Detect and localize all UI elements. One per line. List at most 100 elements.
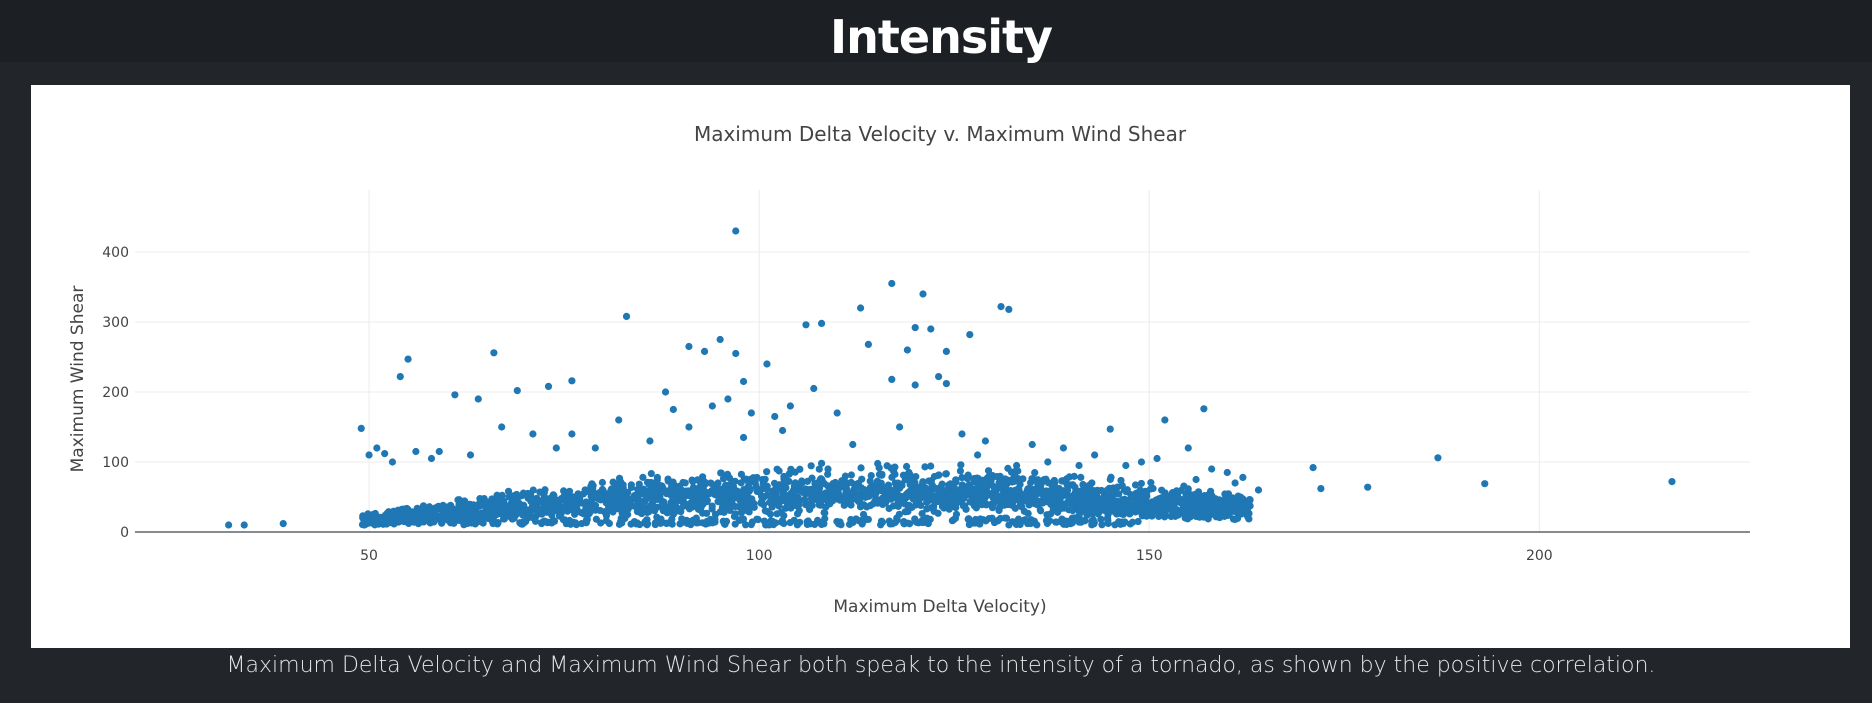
data-point bbox=[544, 382, 553, 390]
data-point bbox=[763, 360, 771, 368]
data-point bbox=[686, 499, 694, 508]
data-point bbox=[1005, 521, 1013, 529]
data-point bbox=[1160, 498, 1168, 507]
data-point bbox=[663, 519, 671, 528]
data-point bbox=[685, 423, 693, 431]
data-point bbox=[824, 465, 832, 473]
data-point bbox=[1191, 490, 1199, 499]
data-point bbox=[1153, 454, 1161, 463]
data-point bbox=[721, 481, 730, 489]
data-point bbox=[643, 487, 651, 496]
data-point bbox=[729, 483, 738, 491]
data-point bbox=[726, 491, 734, 499]
x-axis-label: Maximum Delta Velocity) bbox=[833, 597, 1046, 617]
data-point bbox=[430, 518, 438, 526]
data-point bbox=[858, 520, 866, 528]
data-point bbox=[741, 521, 750, 529]
data-point bbox=[970, 477, 978, 486]
y-tick-label: 300 bbox=[102, 315, 129, 331]
data-point bbox=[888, 520, 896, 528]
data-point bbox=[515, 492, 523, 501]
data-point bbox=[419, 502, 428, 510]
data-point bbox=[1063, 486, 1072, 494]
data-point bbox=[1115, 490, 1123, 498]
data-point bbox=[529, 430, 537, 438]
data-point bbox=[1013, 487, 1021, 495]
data-point bbox=[870, 486, 878, 494]
data-point bbox=[787, 465, 795, 473]
data-point bbox=[786, 402, 794, 410]
data-point bbox=[907, 480, 916, 489]
data-point bbox=[498, 423, 506, 431]
data-point bbox=[627, 481, 635, 489]
data-point bbox=[404, 506, 412, 514]
data-point bbox=[404, 516, 412, 525]
data-point bbox=[957, 461, 965, 469]
data-point bbox=[1003, 493, 1011, 501]
data-point bbox=[490, 349, 498, 357]
data-point bbox=[1182, 493, 1190, 501]
data-point bbox=[714, 479, 722, 487]
data-point bbox=[636, 520, 644, 529]
data-point bbox=[802, 321, 810, 329]
data-point bbox=[731, 520, 739, 528]
data-point bbox=[822, 503, 830, 511]
data-point bbox=[410, 518, 418, 526]
data-point bbox=[895, 423, 904, 431]
data-point bbox=[1233, 514, 1242, 523]
data-point bbox=[688, 476, 696, 484]
data-point bbox=[849, 440, 857, 449]
data-point bbox=[1001, 514, 1009, 522]
data-point bbox=[639, 503, 647, 511]
data-point bbox=[795, 501, 803, 509]
data-point bbox=[496, 502, 504, 511]
data-point bbox=[700, 347, 709, 355]
data-point bbox=[1128, 492, 1137, 500]
data-point bbox=[837, 496, 846, 504]
data-point bbox=[821, 515, 829, 523]
data-point bbox=[693, 487, 701, 495]
data-point bbox=[395, 516, 403, 524]
data-point bbox=[528, 494, 536, 502]
data-point bbox=[952, 504, 960, 512]
data-point bbox=[910, 495, 919, 503]
data-point bbox=[510, 514, 518, 522]
data-point bbox=[1198, 507, 1206, 515]
data-point bbox=[793, 510, 802, 518]
data-point bbox=[1254, 486, 1263, 494]
data-point bbox=[943, 499, 951, 507]
data-point bbox=[1105, 500, 1113, 508]
data-point bbox=[1020, 507, 1029, 515]
data-point bbox=[582, 516, 591, 524]
data-point bbox=[531, 517, 540, 525]
data-point bbox=[777, 508, 785, 517]
data-point bbox=[604, 506, 612, 514]
y-tick-label: 0 bbox=[120, 525, 129, 541]
data-point bbox=[900, 519, 908, 527]
data-point bbox=[897, 480, 906, 488]
data-point bbox=[1668, 478, 1676, 486]
data-point bbox=[716, 498, 725, 506]
data-point bbox=[966, 331, 974, 339]
data-point bbox=[1183, 506, 1191, 514]
data-point bbox=[731, 477, 739, 485]
data-point bbox=[477, 501, 486, 509]
data-point bbox=[997, 303, 1005, 311]
data-point bbox=[652, 489, 660, 497]
data-point bbox=[1122, 487, 1130, 496]
data-point bbox=[568, 377, 576, 385]
data-point bbox=[737, 479, 745, 487]
data-point bbox=[958, 473, 966, 482]
data-point bbox=[942, 347, 951, 355]
data-point bbox=[360, 515, 368, 523]
data-point bbox=[499, 515, 508, 523]
data-point bbox=[684, 487, 692, 495]
data-point bbox=[357, 424, 365, 432]
data-point bbox=[1069, 503, 1077, 512]
data-point bbox=[641, 518, 649, 526]
data-point bbox=[711, 515, 719, 523]
data-point bbox=[847, 471, 856, 479]
data-point bbox=[815, 465, 823, 473]
data-point bbox=[590, 493, 598, 501]
data-point bbox=[703, 517, 711, 525]
